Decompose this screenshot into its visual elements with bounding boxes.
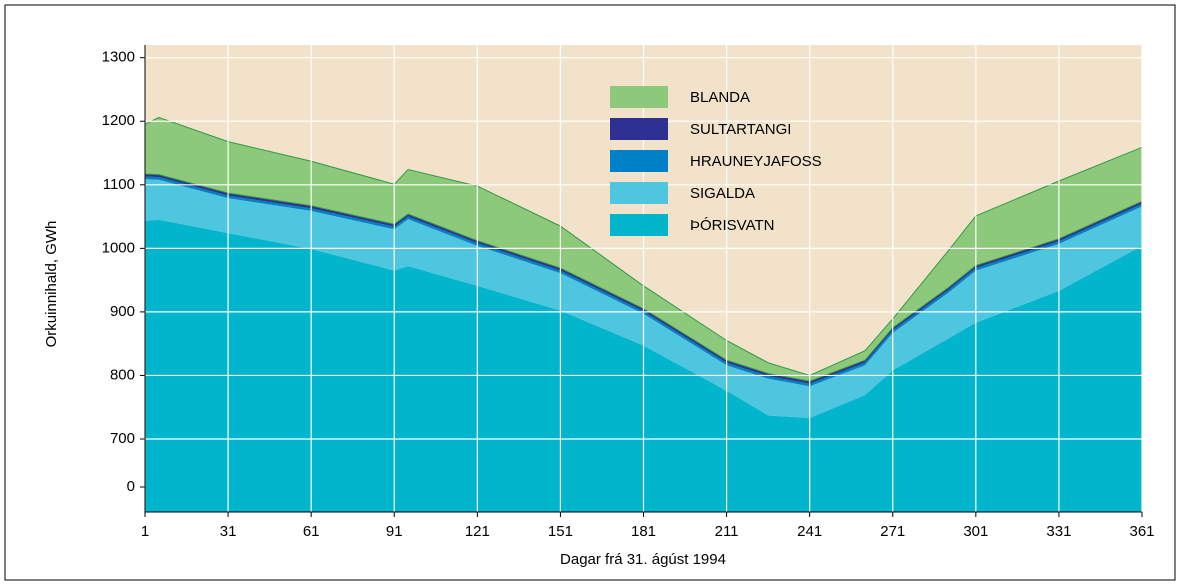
legend-swatch [610, 86, 668, 108]
y-tick-label: 1200 [102, 112, 135, 129]
y-tick-label: 0 [127, 478, 135, 495]
x-tick-label: 361 [1129, 523, 1154, 540]
x-axis-label: Dagar frá 31. ágúst 1994 [560, 551, 726, 568]
legend-label: SIGALDA [690, 185, 755, 202]
legend-label: ÞÓRISVATN [690, 217, 774, 234]
y-tick-label: 1100 [103, 176, 135, 193]
x-tick-label: 181 [631, 523, 656, 540]
legend-swatch [610, 150, 668, 172]
legend-swatch [610, 118, 668, 140]
x-tick-label: 211 [715, 523, 739, 540]
x-tick-label: 331 [1046, 523, 1071, 540]
x-tick-label: 1 [141, 523, 149, 540]
y-tick-label: 900 [110, 303, 135, 320]
legend-swatch [610, 214, 668, 236]
y-tick-label: 700 [110, 430, 135, 447]
x-tick-label: 271 [880, 523, 905, 540]
y-tick-label: 1300 [102, 49, 135, 66]
legend-label: HRAUNEYJAFOSS [690, 153, 822, 170]
legend-label: SULTARTANGI [690, 121, 791, 138]
legend-label: BLANDA [690, 89, 750, 106]
y-tick-label: 1000 [102, 239, 135, 256]
x-tick-label: 61 [303, 523, 320, 540]
x-tick-label: 301 [963, 523, 988, 540]
x-tick-label: 121 [465, 523, 490, 540]
x-tick-label: 241 [797, 523, 822, 540]
y-axis-label: Orkuinnihald, GWh [43, 221, 60, 348]
x-tick-label: 151 [548, 523, 573, 540]
y-tick-label: 800 [110, 366, 135, 383]
legend-swatch [610, 182, 668, 204]
x-tick-label: 91 [386, 523, 403, 540]
x-tick-label: 31 [220, 523, 237, 540]
